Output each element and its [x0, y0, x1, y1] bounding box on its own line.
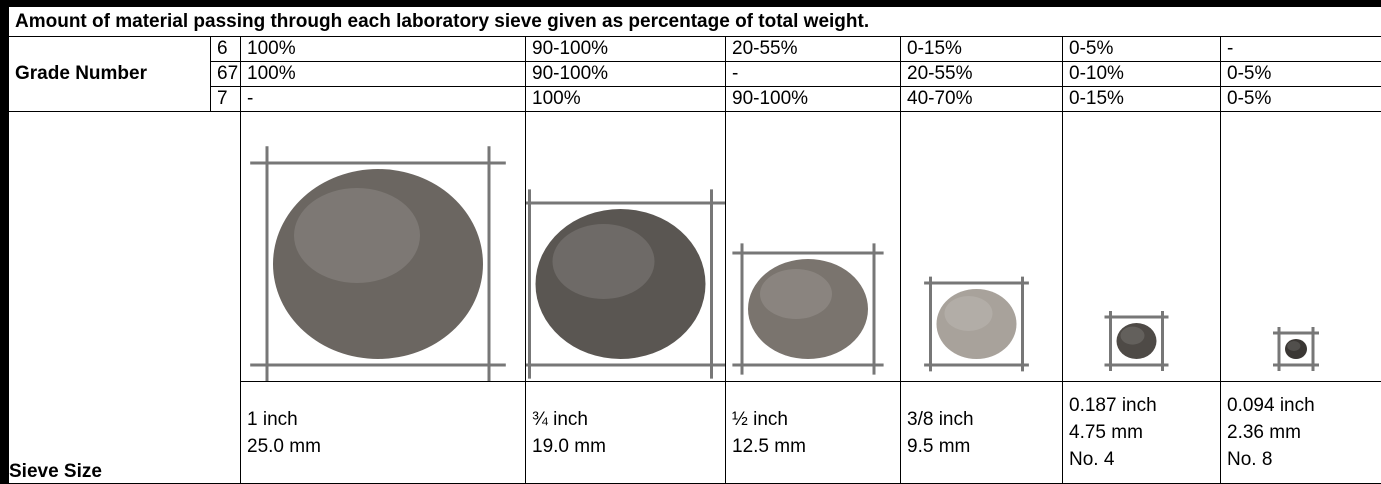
- grade-number: 6: [211, 37, 241, 62]
- percent-passing: -: [241, 87, 526, 112]
- percent-passing: 0-5%: [1063, 37, 1221, 62]
- sieve-label: Sieve Size: [9, 112, 241, 484]
- title-row: Amount of material passing through each …: [9, 7, 1381, 37]
- grade-number: 7: [211, 87, 241, 112]
- grade-number: 67: [211, 62, 241, 87]
- percent-passing: 0-15%: [1063, 87, 1221, 112]
- percent-passing: 0-5%: [1221, 62, 1381, 87]
- image-row: Sieve Size: [9, 112, 1381, 382]
- stone-highlight: [1287, 341, 1300, 351]
- stone-highlight: [1121, 327, 1145, 345]
- percent-passing: 90-100%: [526, 62, 726, 87]
- percent-passing: 0-5%: [1221, 87, 1381, 112]
- size-line: 19.0 mm: [532, 433, 719, 460]
- stone-cell: [241, 112, 526, 382]
- stone-highlight: [294, 188, 420, 283]
- stone-cell: [526, 112, 726, 382]
- percent-passing: 100%: [241, 37, 526, 62]
- stone-illustration: [901, 113, 1062, 381]
- size-line: 0.094 inch: [1227, 392, 1375, 419]
- percent-passing: 90-100%: [726, 87, 901, 112]
- stone-illustration: [726, 113, 900, 381]
- stone-highlight: [760, 269, 832, 319]
- percent-passing: 20-55%: [726, 37, 901, 62]
- size-line: ¾ inch: [532, 406, 719, 433]
- size-line: ½ inch: [732, 406, 894, 433]
- percent-passing: 0-15%: [901, 37, 1063, 62]
- table-body: Amount of material passing through each …: [9, 7, 1381, 484]
- percent-passing: 20-55%: [901, 62, 1063, 87]
- stone-cell: [901, 112, 1063, 382]
- page: Amount of material passing through each …: [0, 0, 1381, 484]
- stone-highlight: [945, 296, 993, 331]
- size-line: 4.75 mm: [1069, 419, 1214, 446]
- percent-passing: 90-100%: [526, 37, 726, 62]
- size-line: 0.187 inch: [1069, 392, 1214, 419]
- size-line: No. 4: [1069, 446, 1214, 473]
- stone-illustration: [1221, 113, 1381, 381]
- percent-passing: 100%: [241, 62, 526, 87]
- size-line: 25.0 mm: [247, 433, 519, 460]
- stone-cell: [726, 112, 901, 382]
- grade-row: 7-100%90-100%40-70%0-15%0-5%: [9, 87, 1381, 112]
- stone-cell: [1063, 112, 1221, 382]
- percent-passing: -: [1221, 37, 1381, 62]
- percent-passing: 0-10%: [1063, 62, 1221, 87]
- table-title: Amount of material passing through each …: [9, 7, 1381, 37]
- size-line: 3/8 inch: [907, 406, 1056, 433]
- stone-illustration: [241, 113, 525, 381]
- size-line: 12.5 mm: [732, 433, 894, 460]
- stone-cell: [1221, 112, 1381, 382]
- size-line: No. 8: [1227, 446, 1375, 473]
- percent-passing: 40-70%: [901, 87, 1063, 112]
- stone-illustration: [526, 113, 725, 381]
- grade-label: Grade Number: [9, 37, 211, 112]
- percent-passing: -: [726, 62, 901, 87]
- gradation-table: Amount of material passing through each …: [8, 6, 1381, 484]
- percent-passing: 100%: [526, 87, 726, 112]
- size-line: 9.5 mm: [907, 433, 1056, 460]
- size-line: 1 inch: [247, 406, 519, 433]
- stone-highlight: [553, 224, 655, 299]
- stone-illustration: [1063, 113, 1220, 381]
- size-line: 2.36 mm: [1227, 419, 1375, 446]
